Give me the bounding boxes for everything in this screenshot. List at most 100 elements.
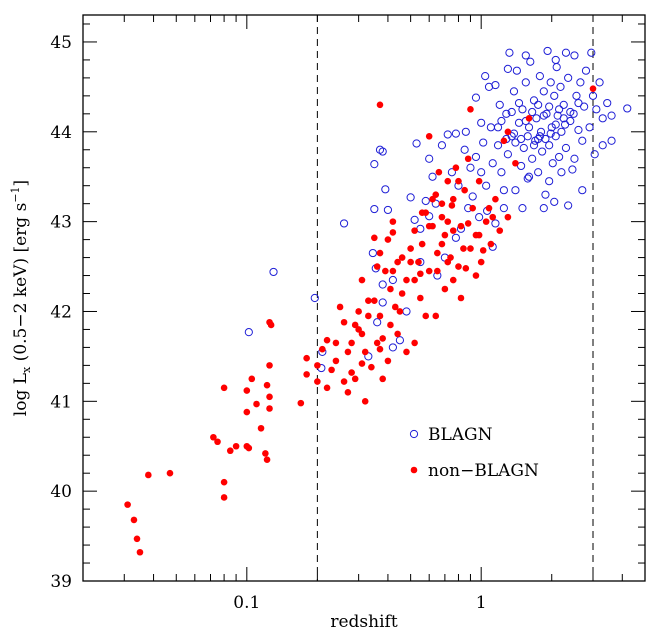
- blagn-point: [554, 152, 564, 162]
- blagn-point: [585, 123, 594, 132]
- blagn-point: [511, 138, 520, 147]
- non-blagn-point: [441, 231, 449, 239]
- non-blagn-point: [130, 516, 138, 524]
- non-blagn-point: [411, 339, 418, 347]
- legend-marker-blagn: [409, 429, 419, 439]
- blagn-point: [556, 82, 565, 91]
- non-blagn-point: [398, 290, 406, 297]
- non-blagn-point: [389, 229, 397, 236]
- non-blagn-point: [418, 240, 426, 248]
- non-blagn-point: [455, 177, 462, 185]
- blagn-point: [551, 132, 560, 141]
- blagn-point: [561, 48, 571, 57]
- non-blagn-point: [487, 240, 495, 248]
- non-blagn-point: [467, 245, 474, 252]
- blagn-point: [545, 177, 554, 186]
- non-blagn-point: [469, 204, 476, 212]
- y-tick-label: 43: [50, 213, 72, 233]
- non-blagn-point: [133, 535, 141, 543]
- blagn-point: [428, 172, 437, 181]
- blagn-point: [560, 120, 570, 129]
- non-blagn-point: [379, 335, 386, 342]
- y-axis-title-part: log L: [11, 373, 31, 416]
- y-axis-title-part: −1: [9, 186, 22, 202]
- blagn-point: [370, 160, 379, 169]
- non-blagn-point: [166, 469, 174, 477]
- non-blagn-point: [351, 375, 359, 383]
- y-tick-label: 42: [50, 302, 72, 322]
- non-blagn-point: [434, 267, 441, 275]
- blagn-point: [550, 197, 559, 206]
- non-blagn-point: [358, 276, 366, 284]
- blagn-point: [491, 80, 500, 90]
- non-blagn-point: [472, 231, 480, 239]
- non-blagn-point: [504, 128, 512, 136]
- blagn-point: [578, 136, 587, 145]
- non-blagn-point: [462, 265, 470, 272]
- non-blagn-point: [394, 258, 401, 266]
- blagn-point: [523, 132, 532, 141]
- blagn-point: [497, 168, 506, 177]
- blagn-point: [479, 138, 488, 147]
- non-blagn-point: [387, 321, 394, 329]
- non-blagn-point: [232, 442, 240, 450]
- non-blagn-point: [504, 213, 512, 221]
- non-blagn-point: [464, 155, 472, 163]
- blagn-point: [395, 336, 405, 345]
- blagn-point: [511, 186, 520, 195]
- blagn-point: [568, 165, 577, 174]
- blagn-point: [595, 78, 604, 87]
- non-blagn-point: [248, 375, 256, 383]
- non-blagn-point: [398, 254, 406, 261]
- blagn-point: [574, 125, 583, 135]
- non-blagn-point: [461, 186, 468, 194]
- non-blagn-point: [214, 438, 221, 446]
- non-blagn-point: [243, 387, 251, 394]
- blagn-point: [588, 91, 598, 100]
- blagn-point: [339, 219, 349, 228]
- blagn-point: [529, 141, 539, 150]
- non-blagn-point: [482, 218, 490, 225]
- non-blagn-point: [394, 330, 401, 338]
- blagn-point: [447, 168, 457, 177]
- blagn-point: [402, 307, 411, 316]
- non-blagn-point: [449, 195, 457, 203]
- blagn-point: [437, 141, 447, 150]
- non-blagn-point: [136, 548, 144, 556]
- non-blagn-point: [303, 371, 310, 378]
- non-blagn-point: [464, 220, 472, 227]
- blagn-point: [587, 48, 596, 57]
- blagn-point: [518, 105, 527, 114]
- blagn-point: [534, 168, 543, 177]
- non-blagn-point: [220, 478, 228, 486]
- blagn-point: [477, 118, 486, 127]
- non-blagn-point: [384, 236, 392, 243]
- blagn-point: [516, 161, 526, 171]
- non-blagn-point: [358, 360, 366, 367]
- blagn-point: [412, 139, 421, 148]
- blagn-point: [310, 293, 319, 303]
- non-blagn-point: [475, 177, 483, 185]
- blagn-point: [536, 127, 546, 136]
- blagn-point: [521, 78, 530, 87]
- non-blagn-point: [348, 339, 355, 347]
- blagn-point: [538, 147, 547, 156]
- blagn-point: [572, 91, 581, 100]
- blagn-point: [497, 116, 506, 126]
- blagn-point: [471, 152, 481, 162]
- blagn-point: [425, 154, 434, 163]
- y-axis-title-part: (0.5−2 keV) [erg s: [11, 203, 31, 367]
- non-blagn-point: [455, 263, 462, 270]
- blagn-point: [378, 280, 387, 289]
- non-blagn-point: [460, 245, 467, 252]
- non-blagn-point: [407, 258, 414, 266]
- blagn-point: [552, 63, 561, 72]
- blagn-point: [519, 143, 528, 153]
- blagn-point: [545, 141, 554, 150]
- non-blagn-point: [303, 354, 310, 362]
- non-blagn-point: [449, 276, 457, 284]
- non-blagn-point: [340, 318, 348, 326]
- blagn-point: [532, 114, 541, 123]
- non-blagn-point: [525, 115, 533, 122]
